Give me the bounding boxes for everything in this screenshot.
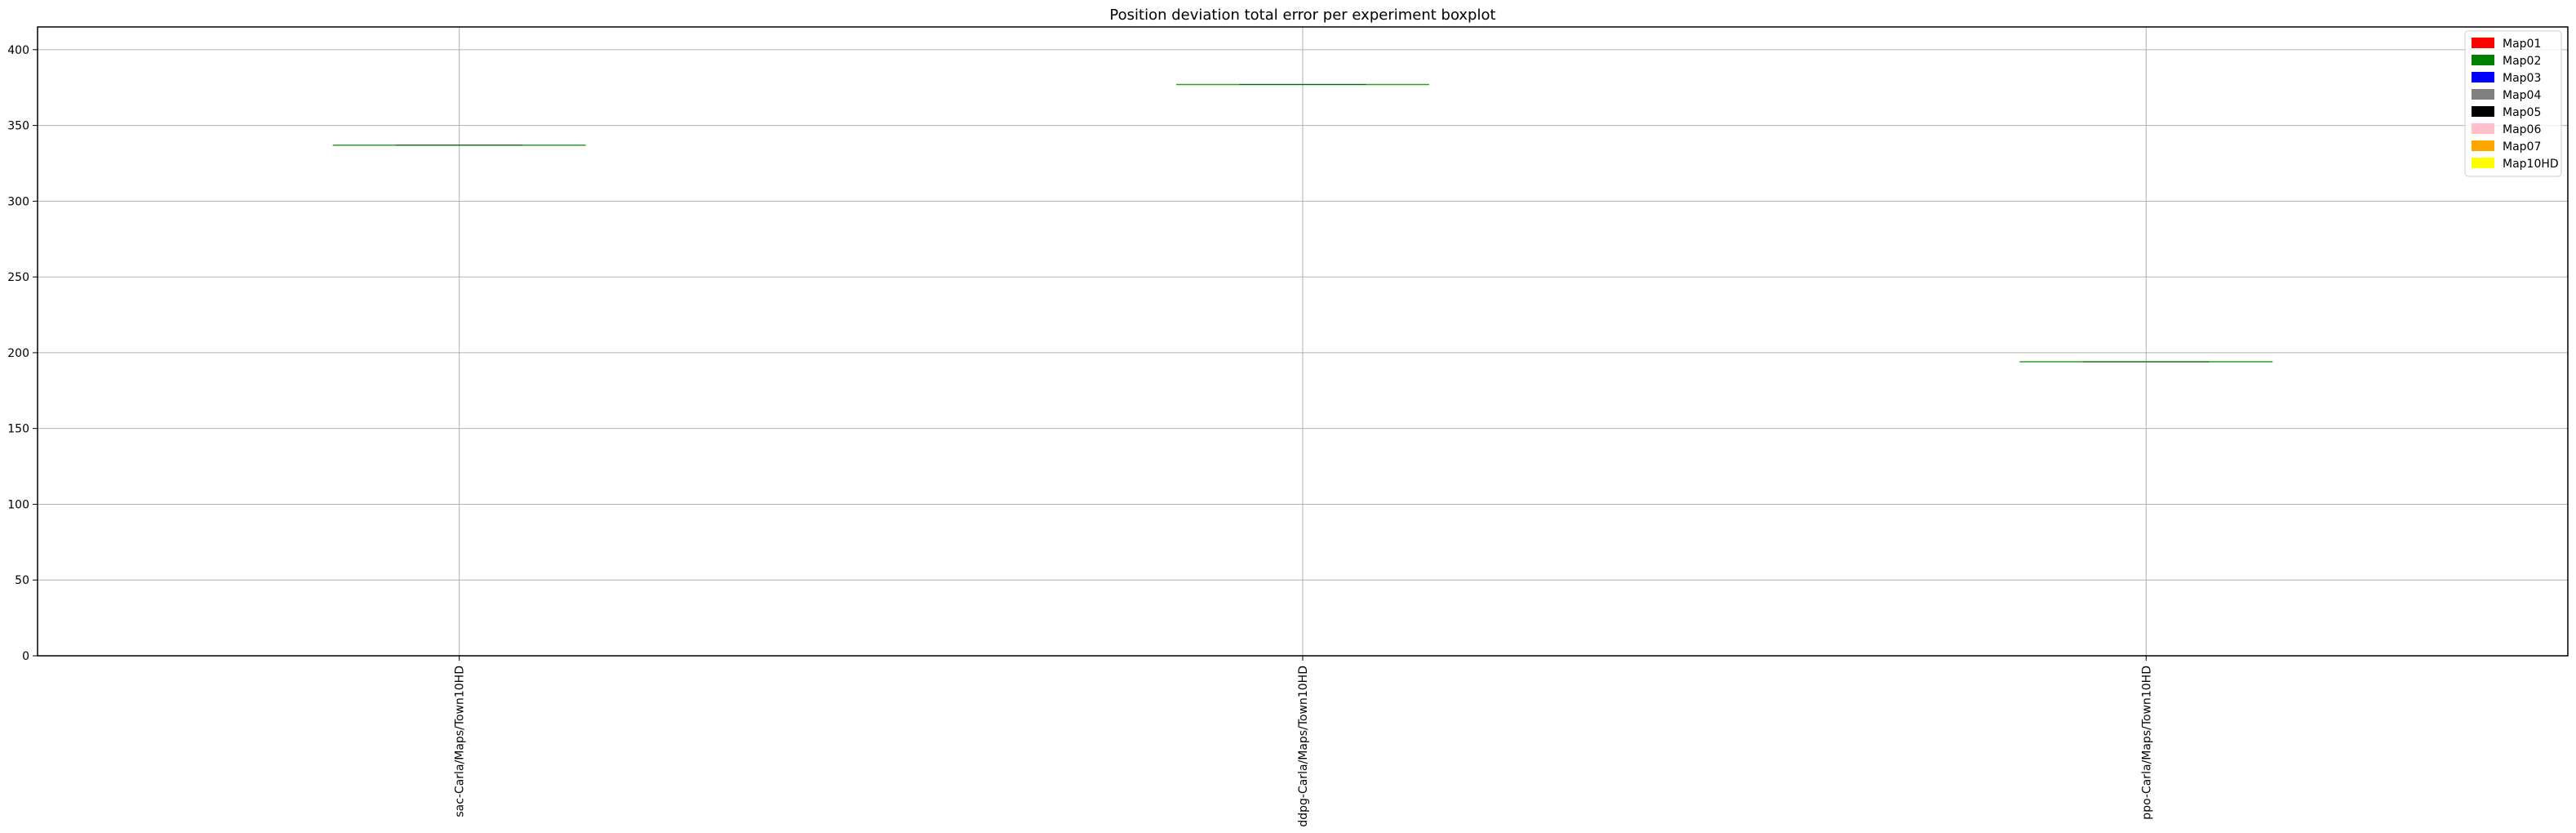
legend: Map01 Map02 Map03 Map04 Map05 Map06 Map07 Map10… <box>2464 30 2562 177</box>
x-tick-label: sac-Carla/Maps/Town10HD <box>454 666 467 817</box>
y-tick-label: 350 <box>7 120 29 133</box>
legend-label: Map03 <box>2503 72 2541 85</box>
legend-label: Map04 <box>2503 89 2541 102</box>
plot-data <box>332 83 2273 363</box>
y-tick-label: 200 <box>7 347 29 360</box>
legend-swatch <box>2472 38 2494 48</box>
legend-box <box>2464 30 2562 177</box>
legend-swatch <box>2472 158 2494 168</box>
x-axis-ticks: sac-Carla/Maps/Town10HD ddpg-Carla/Maps/T… <box>454 656 2153 827</box>
legend-label: Map05 <box>2503 106 2541 119</box>
x-tick-label: ddpg-Carla/Maps/Town10HD <box>1297 666 1310 827</box>
grid-lines <box>38 27 2568 657</box>
legend-label: Map06 <box>2503 123 2541 136</box>
legend-label: Map10HD <box>2503 158 2559 171</box>
y-tick-label: 300 <box>7 195 29 208</box>
y-tick-label: 400 <box>7 44 29 57</box>
legend-swatch <box>2472 72 2494 82</box>
legend-swatch <box>2472 106 2494 117</box>
y-tick-label: 150 <box>7 423 29 436</box>
y-axis-ticks: 0 50 100 150 200 250 300 350 400 <box>7 44 38 663</box>
y-tick-label: 250 <box>7 271 29 284</box>
legend-label: Map01 <box>2503 38 2541 51</box>
legend-label: Map02 <box>2503 55 2541 68</box>
y-tick-label: 0 <box>22 650 29 663</box>
x-tick-label: ppo-Carla/Maps/Town10HD <box>2140 666 2153 820</box>
y-tick-label: 100 <box>7 498 29 511</box>
legend-swatch <box>2472 140 2494 151</box>
legend-label: Map07 <box>2503 140 2541 154</box>
legend-swatch <box>2472 123 2494 134</box>
chart-title: Position deviation total error per exper… <box>1109 7 1495 24</box>
legend-swatch <box>2472 55 2494 65</box>
y-tick-label: 50 <box>15 574 29 587</box>
legend-swatch <box>2472 89 2494 100</box>
